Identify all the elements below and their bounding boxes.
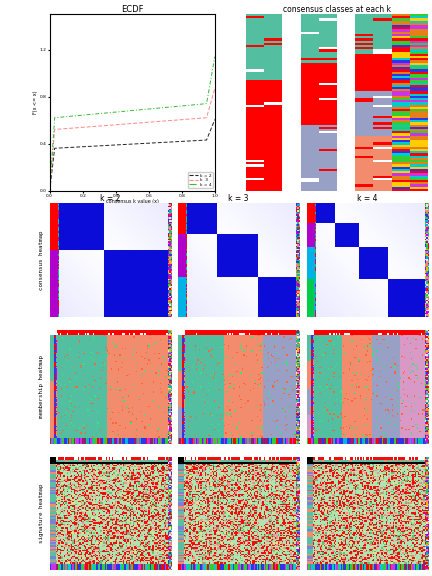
- X-axis label: consensus k value (x): consensus k value (x): [106, 199, 159, 204]
- Title: ECDF: ECDF: [121, 5, 143, 14]
- Title: k = 3: k = 3: [229, 194, 249, 203]
- Legend: k = 2, k  3, k = 4: k = 2, k 3, k = 4: [188, 172, 213, 188]
- Y-axis label: F(x <= x): F(x <= x): [33, 91, 38, 114]
- Text: membership heatmap: membership heatmap: [39, 355, 44, 418]
- Text: consensus heatmap: consensus heatmap: [39, 230, 44, 290]
- Title: k = 4: k = 4: [357, 194, 378, 203]
- Title: consensus classes at each k: consensus classes at each k: [283, 5, 391, 14]
- Text: signature heatmap: signature heatmap: [39, 484, 44, 543]
- Title: k = 2: k = 2: [100, 194, 121, 203]
